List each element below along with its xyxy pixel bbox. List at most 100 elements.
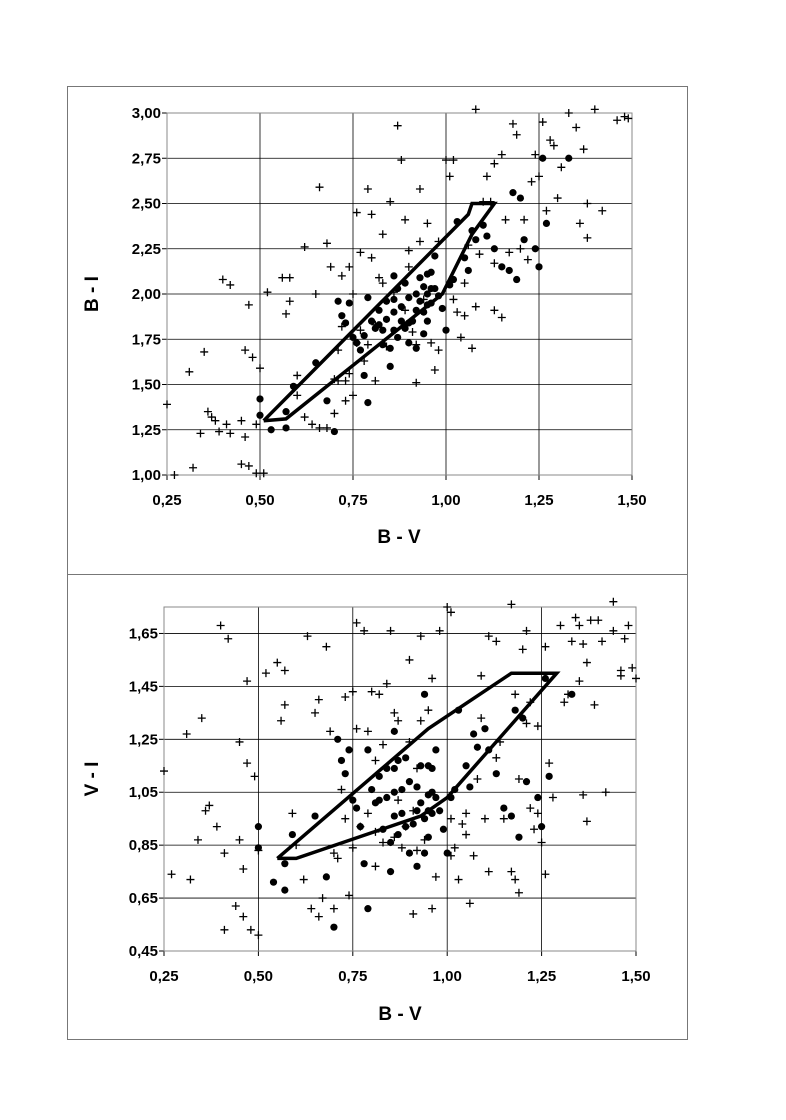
data-point-circle [281,886,289,894]
data-point-plus [416,716,425,725]
data-point-circle [432,746,440,754]
data-point-plus [193,835,202,844]
data-point-circle [405,339,413,347]
data-point-plus [237,460,246,469]
data-point-plus [293,371,302,380]
data-point-circle [349,333,357,342]
data-point-plus [196,429,205,438]
data-point-plus [424,706,433,715]
data-point-plus [545,759,554,768]
data-point-circle [492,770,500,778]
x-tick-label: 0,75 [338,968,367,985]
data-point-plus [235,835,244,844]
data-point-plus [492,753,501,762]
data-point-plus [583,233,592,242]
data-point-circle [520,236,528,244]
y-tick-label: 0,85 [129,837,158,854]
data-point-plus [239,864,248,873]
data-point-plus [329,849,338,858]
data-point-plus [434,346,443,355]
plot-area [163,606,637,952]
y-tick-label: 1,75 [132,331,161,348]
data-point-circle [442,326,450,334]
data-point-circle [420,849,429,857]
data-point-plus [522,719,531,728]
data-point-circle [436,807,444,815]
data-point-circle [282,408,290,416]
data-point-plus [473,775,482,783]
x-tick-label: 0,25 [152,492,181,509]
x-tick-label: 1,25 [524,492,553,509]
data-point-circle [516,194,525,202]
data-point-plus [341,396,350,405]
data-point-plus [471,302,480,311]
data-point-plus [477,671,486,680]
data-point-circle [505,266,513,275]
data-point-plus [259,469,268,478]
data-point-circle [545,772,553,780]
data-point-plus [537,838,546,847]
y-tick-label: 3,00 [132,105,161,122]
data-point-circle [256,411,264,419]
data-point-plus [277,716,286,725]
data-point-circle [565,154,573,162]
data-point-circle [534,793,542,802]
data-point-circle [405,294,413,302]
data-point-plus [250,772,259,781]
data-point-circle [416,297,424,305]
x-tick-label: 1,00 [433,968,462,985]
data-point-circle [420,283,428,291]
data-point-circle [472,236,480,244]
panel-divider [67,574,688,575]
data-point-plus [512,130,521,139]
data-point-plus [560,698,569,707]
data-point-plus [341,814,350,823]
x-tick-label: 0,50 [244,968,273,985]
data-point-plus [501,215,510,224]
data-point-plus [226,280,235,289]
data-point-circle [337,756,346,765]
data-point-plus [508,119,517,128]
data-point-circle [405,849,414,857]
data-point-plus [516,244,525,253]
data-point-plus [582,817,591,826]
data-point-circle [345,746,353,754]
data-point-circle [432,793,440,802]
data-point-plus [197,714,206,723]
data-point-plus [280,700,289,709]
data-point-plus [511,690,520,699]
data-point-plus [531,150,540,159]
data-point-plus [282,309,291,318]
data-point-plus [300,413,309,422]
data-point-plus [329,904,338,913]
data-point-plus [345,369,354,378]
data-point-plus [337,785,346,794]
data-point-plus [530,825,539,834]
data-point-plus [248,353,257,362]
data-point-plus [499,814,508,823]
data-point-plus [241,346,250,355]
data-point-plus [579,790,588,799]
data-point-plus [211,416,220,425]
data-point-plus [356,326,365,335]
data-point-plus [458,819,467,828]
data-point-plus [189,463,198,472]
data-point-plus [564,109,573,117]
data-point-plus [480,814,489,823]
data-point-circle [390,295,398,304]
data-point-circle [330,923,338,931]
data-point-plus [390,708,399,717]
data-point-plus [308,420,317,429]
region-outline [276,671,561,861]
data-point-plus [442,156,450,165]
data-point-circle [417,799,425,807]
data-point-circle [341,319,350,327]
data-point-plus [419,295,428,304]
data-point-plus [367,687,376,696]
data-point-plus [456,333,465,342]
data-point-circle [481,725,489,733]
data-point-circle [360,332,368,340]
data-point-circle [341,770,349,778]
data-point-plus [469,851,478,860]
data-point-plus [582,658,591,667]
